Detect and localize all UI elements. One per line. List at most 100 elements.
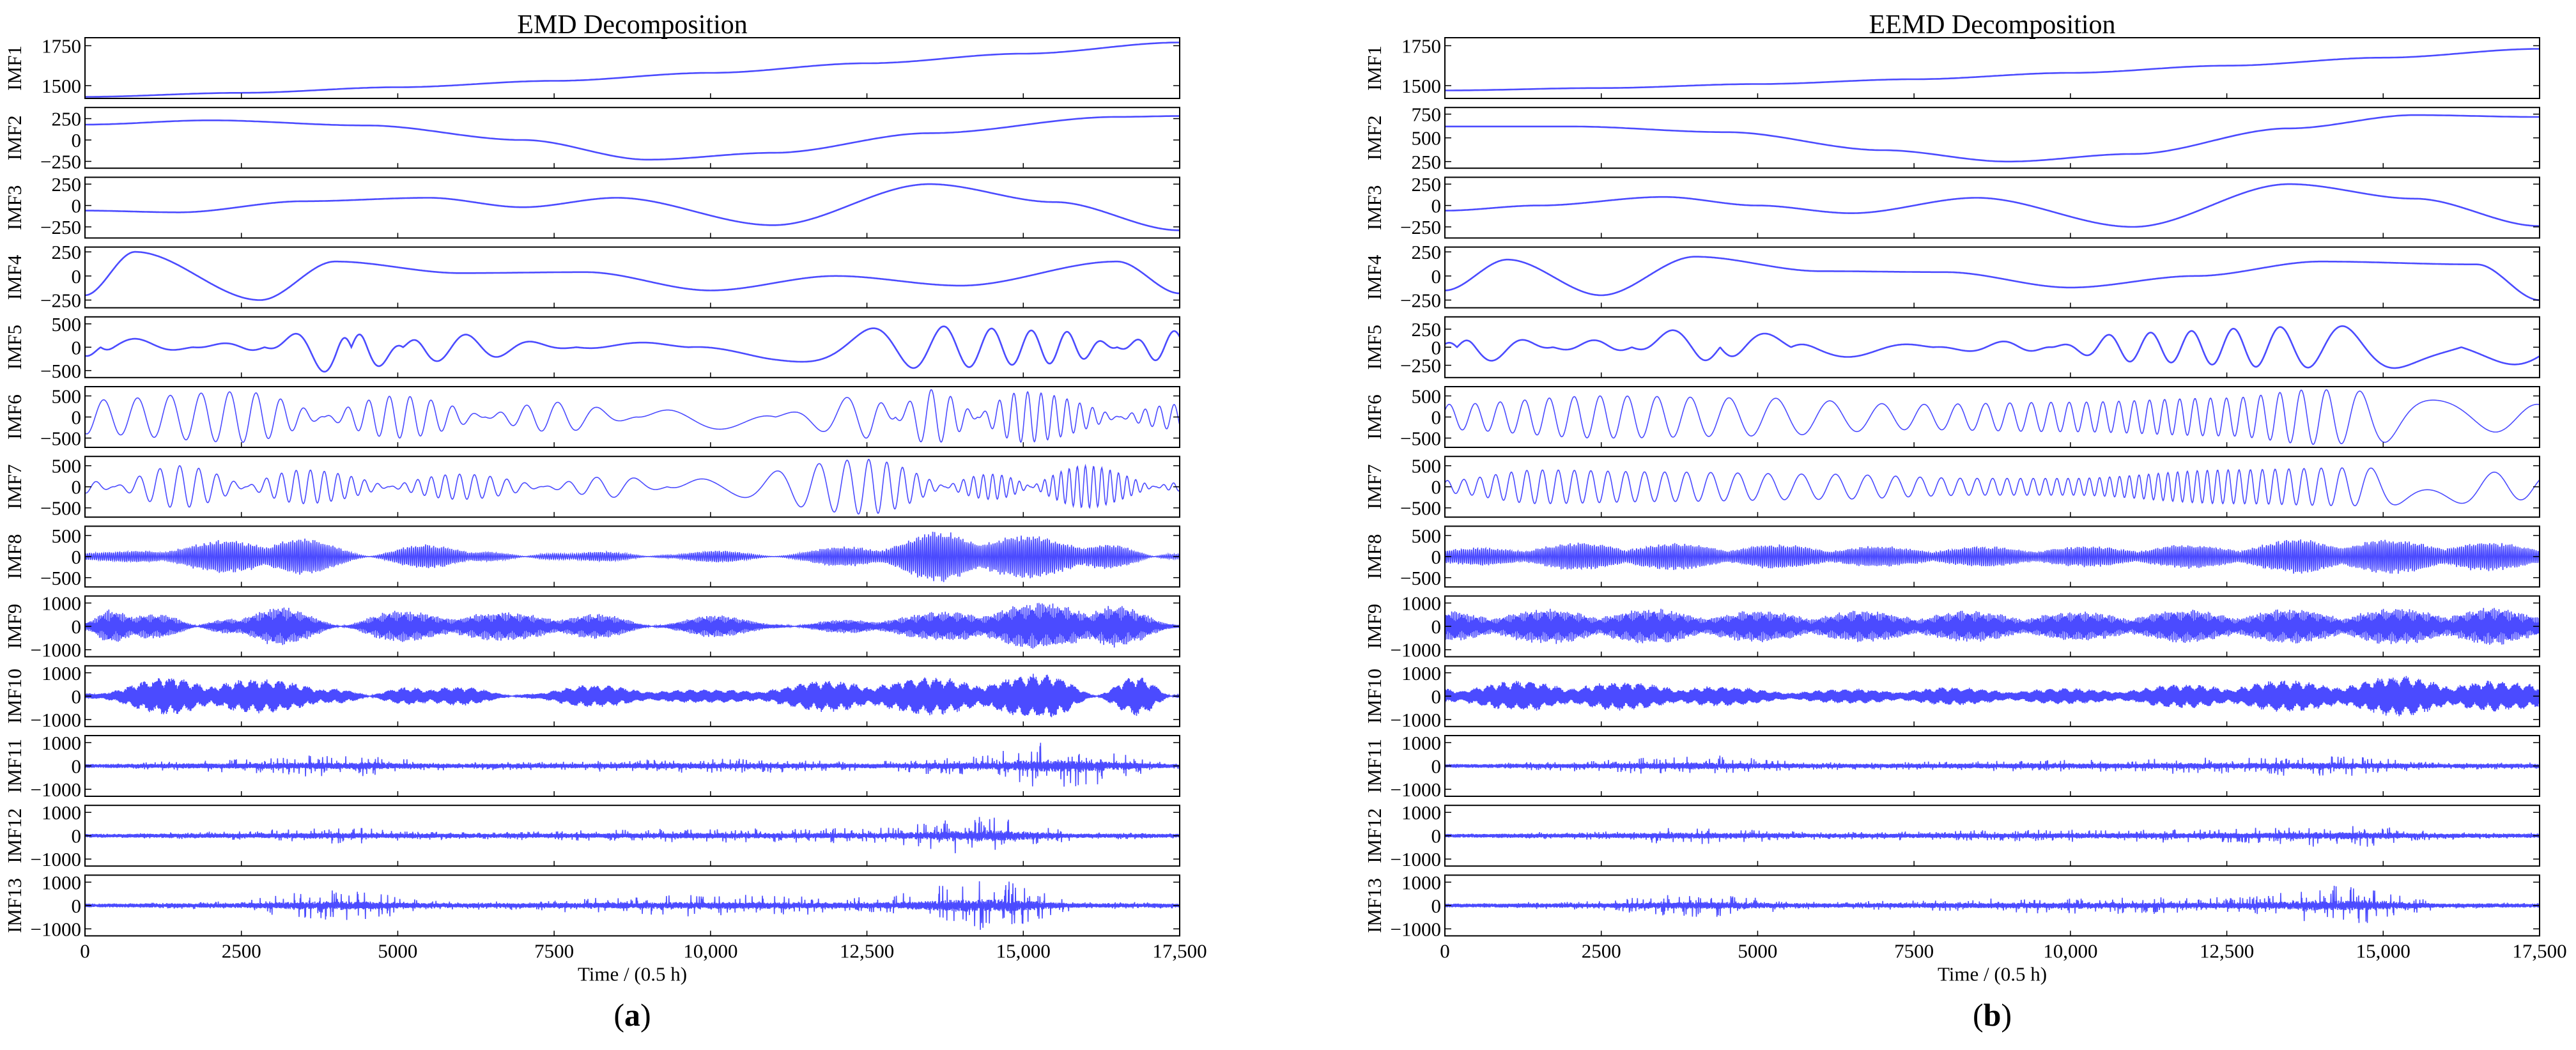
series-line-imf2 [1445,114,2540,163]
y-tick-label: 1000 [42,592,81,615]
y-tick-label: −250 [40,290,81,312]
x-tick-label: 17,500 [2512,939,2566,962]
subplot-imf5: 2500−250 IMF5 [1363,316,2540,378]
series-line-imf11 [1444,755,2540,776]
y-tick-label: −1000 [31,709,81,731]
series-line-imf1 [85,42,1180,98]
series-line-imf12 [1444,826,2540,847]
y-tick-label: 500 [52,455,82,477]
x-tick-label: 5000 [1738,939,1777,962]
x-tick-label: 15,000 [2356,939,2410,962]
subplot-imf2: 2500−250 IMF2 [3,107,1180,173]
row-label: IMF9 [3,604,26,649]
series-line-imf10 [84,674,1180,718]
y-tick-label: −1000 [1391,639,1441,661]
y-tick-label: −1000 [31,848,81,870]
panel-caption: (b) [1973,997,2012,1033]
subplot-imf1: 1750 1500 IMF1 [3,35,1180,99]
y-tick-label: −500 [1400,567,1441,589]
row-label: IMF2 [1363,115,1385,160]
y-tick-label: 250 [52,108,82,130]
y-tick-label: 500 [52,313,82,336]
caption-close: ) [640,997,651,1033]
series-line-imf13 [84,881,1180,930]
series-line-imf7 [1444,467,2540,507]
y-tick-label: 0 [1431,546,1442,568]
row-label: IMF5 [3,325,26,370]
y-tick-label: 1500 [1401,75,1441,97]
row-label: IMF12 [3,808,26,863]
row-label: IMF8 [3,534,26,580]
y-tick-label: −1000 [31,639,81,661]
subplot-frame [84,107,1180,169]
x-tick-label: 10,000 [683,939,737,962]
subplot-imf5: 5000−500 IMF5 [3,313,1181,382]
x-tick-label: 0 [1440,939,1450,962]
y-tick-label: −500 [40,360,81,382]
row-label: IMF11 [1363,739,1385,793]
row-label: IMF12 [1363,808,1385,863]
row-label: IMF13 [3,878,26,933]
panel-title: EEMD Decomposition [1869,10,2115,40]
panel-1: EEMD Decomposition17501500IMF1750500250I… [1363,10,2567,1033]
y-tick-label: 0 [1431,195,1442,217]
caption-close: ) [2001,997,2012,1033]
x-axis-label: Time / (0.5 h) [578,962,687,985]
y-tick-label: 0 [1431,406,1442,429]
y-tick-label: −1000 [1391,709,1441,731]
series-line-imf13 [1444,885,2540,923]
y-tick-label: 1000 [1401,871,1441,893]
row-label: IMF10 [3,668,26,723]
subplot-frame [84,456,1180,518]
y-tick-label: −250 [1400,355,1441,377]
y-tick-label: −250 [40,150,81,173]
subplot-imf7: 5000−500 IMF7 [1363,455,2540,520]
y-tick-label: 1000 [1401,732,1441,754]
y-tick-label: 0 [72,129,82,151]
series-line-imf4 [1444,256,2540,301]
row-label: IMF1 [3,45,26,91]
x-tick-label: 12,500 [840,939,894,962]
y-tick-label: −1000 [1391,918,1441,940]
row-label: IMF4 [3,254,26,300]
y-tick-label: −500 [40,567,81,589]
y-tick-label: 250 [1412,151,1442,173]
y-tick-label: 0 [72,476,82,498]
y-tick-label: −500 [40,427,81,449]
subplot-imf6: 5000−500 IMF6 [1363,385,2540,449]
series-line-imf1 [1445,48,2540,91]
y-tick-label: 1000 [42,662,81,684]
y-tick-label: 1750 [42,35,81,58]
y-tick-label: 250 [52,241,82,263]
y-tick-label: 500 [1412,455,1442,477]
subplot-imf1: 1750 1500 IMF1 [1363,35,2540,99]
x-tick-label: 7500 [1894,939,1934,962]
y-tick-label: −1000 [31,778,81,801]
row-label: IMF7 [3,464,26,509]
row-label: IMF1 [1363,45,1385,91]
subplot-imf4: 2500−250 IMF4 [3,241,1180,312]
series-line-imf12 [84,817,1180,854]
y-tick-label: 0 [72,895,82,917]
series-line-imf9 [84,603,1180,649]
x-tick-label: 17,500 [1152,939,1207,962]
y-tick-label: 0 [72,265,82,288]
y-tick-label: 250 [1412,173,1442,196]
x-tick-label: 7500 [534,939,574,962]
x-tick-label: 2500 [1582,939,1621,962]
series-line-imf4 [85,251,1180,301]
subplot-imf3: 2500−250 IMF3 [1363,173,2540,239]
caption-open: ( [1973,997,1984,1033]
y-tick-label: −1000 [31,918,81,940]
subplot-frame [84,316,1180,378]
row-label: IMF4 [1363,254,1385,300]
subplot-imf4: 2500−250 IMF4 [1363,241,2540,312]
y-tick-label: 500 [52,525,82,547]
